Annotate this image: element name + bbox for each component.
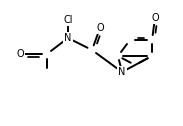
Text: O: O — [151, 13, 159, 23]
Text: N: N — [118, 67, 126, 77]
Text: O: O — [96, 23, 104, 33]
Text: Cl: Cl — [63, 15, 73, 25]
Text: N: N — [64, 33, 72, 43]
Text: O: O — [16, 49, 24, 59]
